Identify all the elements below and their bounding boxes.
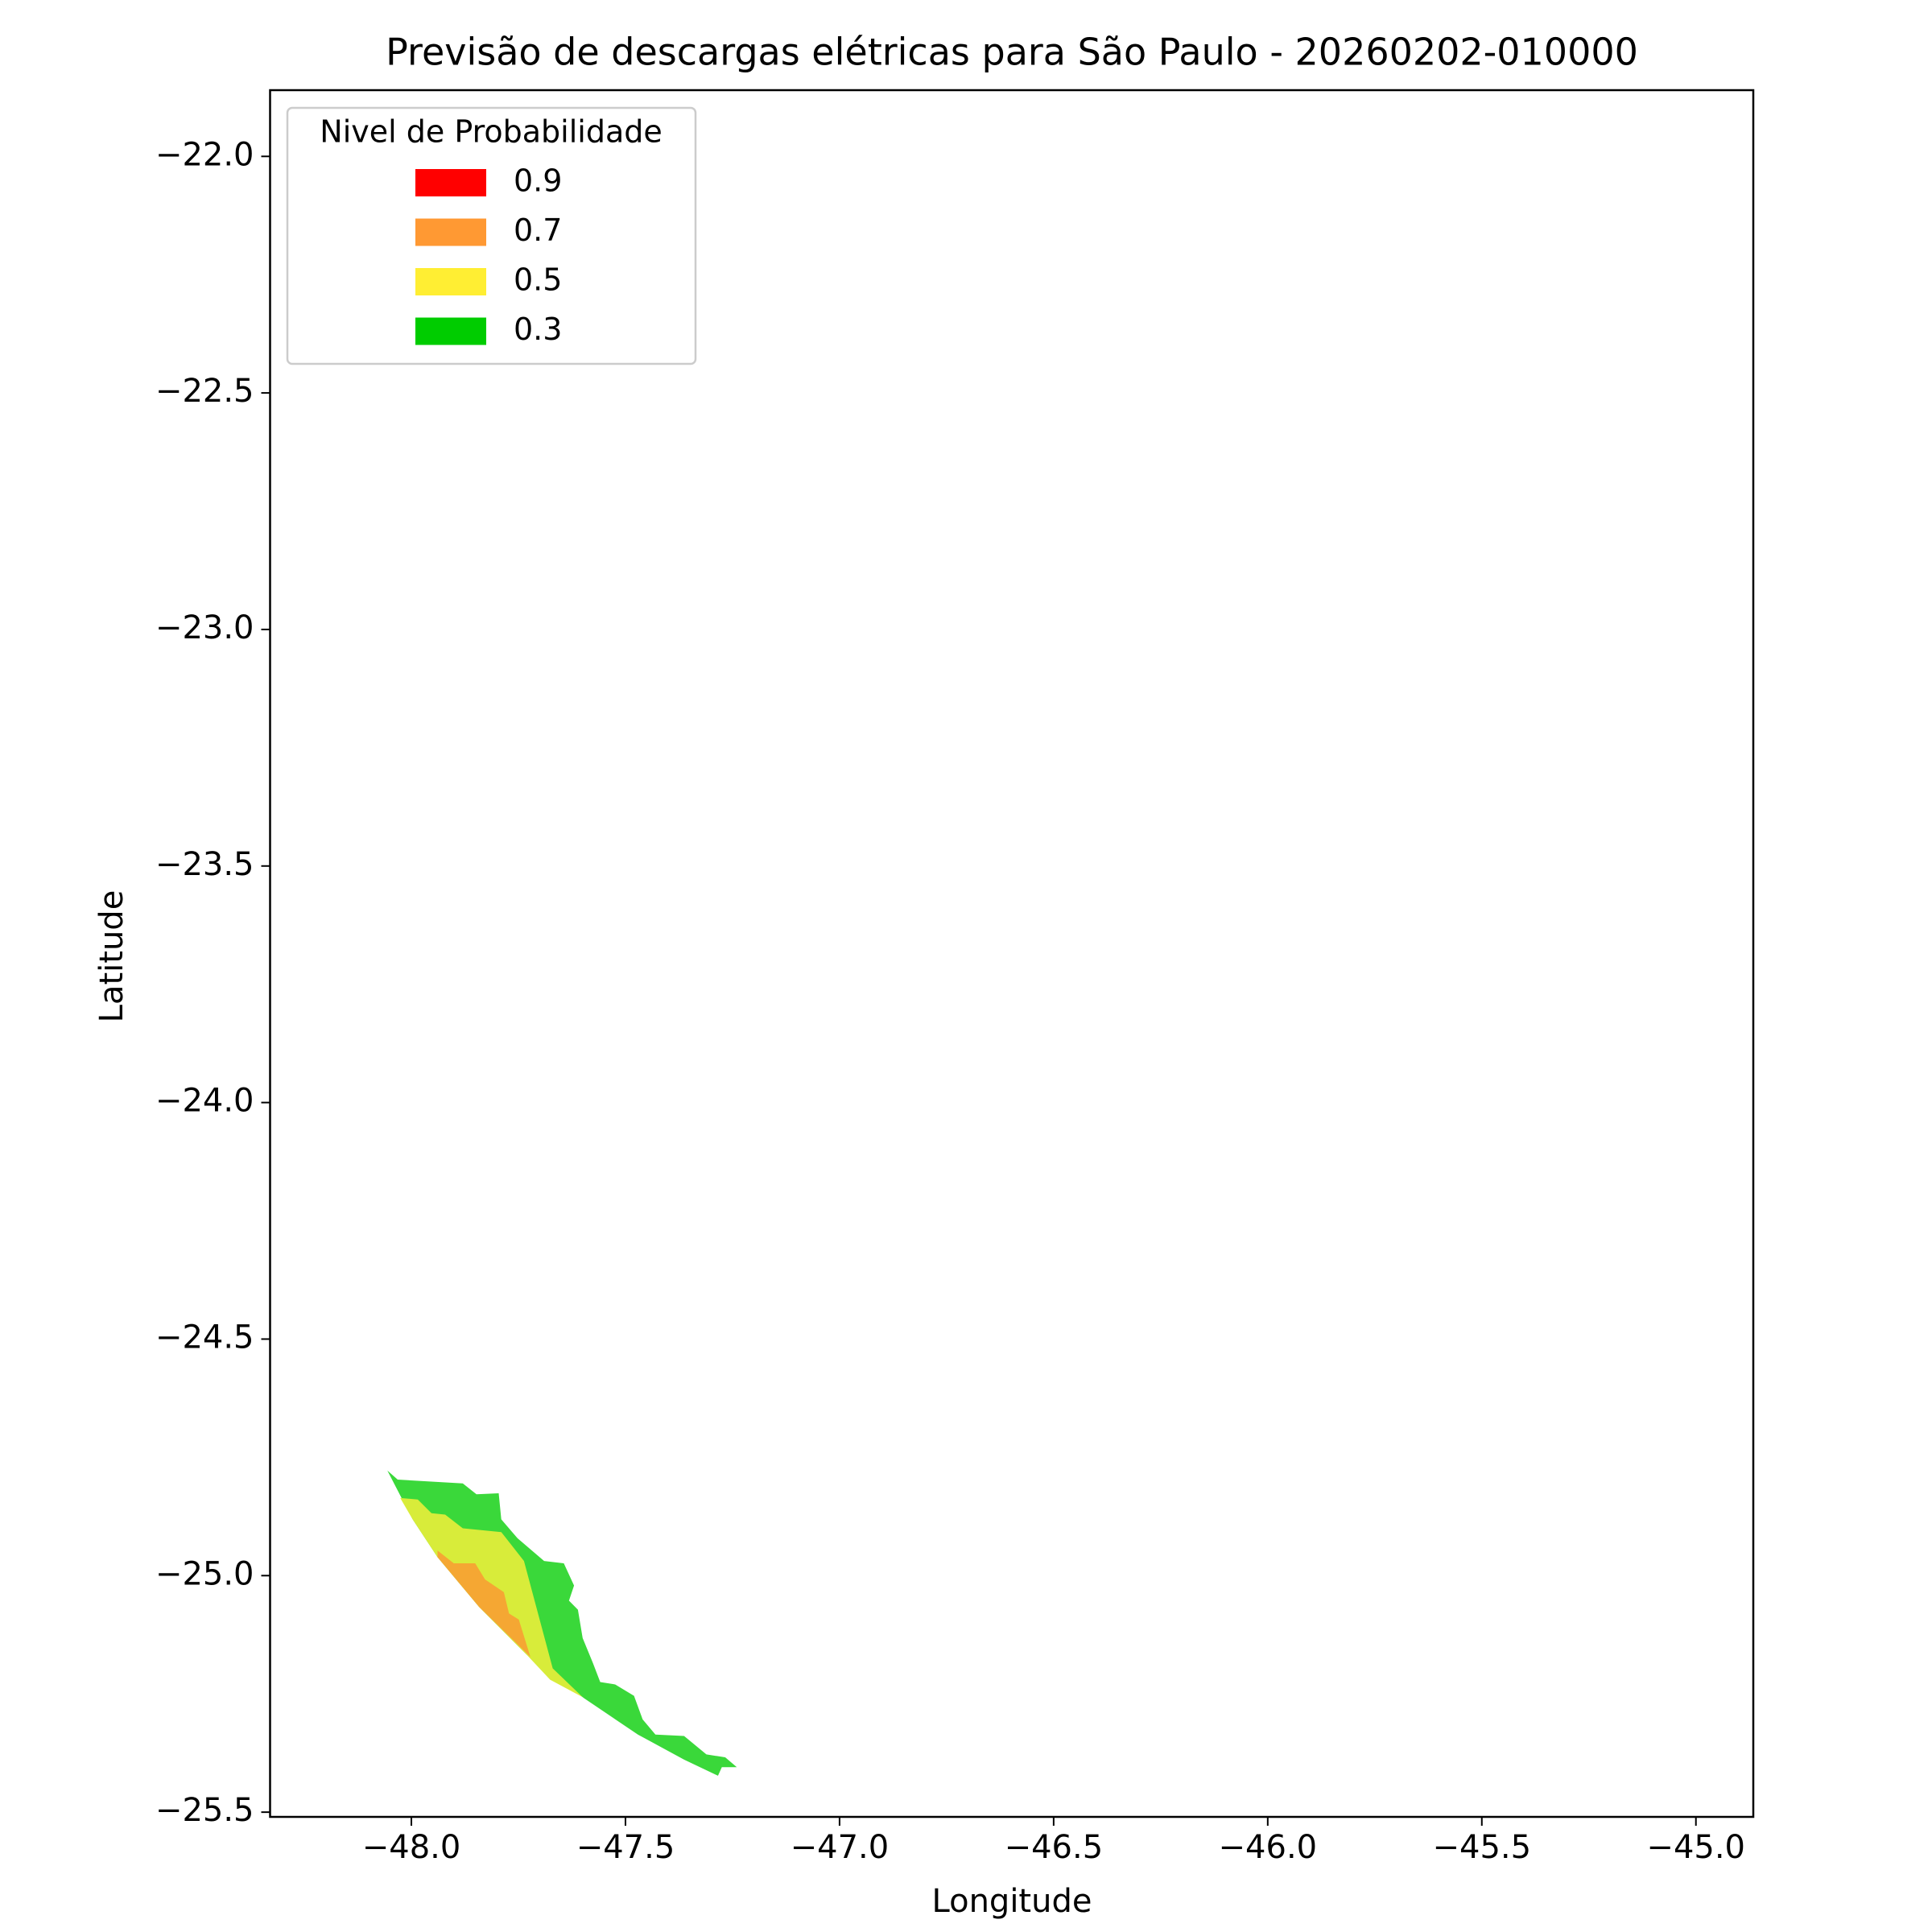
legend-label: 0.3 [514, 312, 562, 347]
y-tick-label: −24.5 [155, 1319, 254, 1356]
contour-region [437, 1550, 530, 1657]
x-tick-label: −45.0 [1646, 1829, 1745, 1866]
y-tick-label: −24.0 [155, 1083, 254, 1120]
x-tick-label: −47.5 [576, 1829, 675, 1866]
legend-box [286, 106, 697, 365]
legend-label: 0.7 [514, 213, 562, 248]
legend: Nivel de Probabilidade 0.9 0.7 0.5 0.3 [286, 106, 697, 365]
x-tick-label: −47.0 [791, 1829, 890, 1866]
y-tick-label: −23.0 [155, 609, 254, 646]
y-tick-label: −22.0 [155, 136, 254, 173]
legend-swatch [415, 169, 486, 196]
plot-frame [269, 89, 1755, 1818]
y-tick-label: −23.5 [155, 846, 254, 883]
x-tick-label: −48.0 [362, 1829, 461, 1866]
legend-swatch [415, 268, 486, 295]
legend-label: 0.9 [514, 163, 562, 199]
y-axis-label: Latitude [93, 890, 130, 1023]
chart-title: Previsão de descargas elétricas para São… [386, 31, 1638, 74]
x-tick-label: −45.5 [1432, 1829, 1531, 1866]
y-tick-label: −25.5 [155, 1792, 254, 1829]
legend-swatch [415, 218, 486, 246]
legend-label: 0.5 [514, 262, 562, 298]
x-tick-label: −46.0 [1219, 1829, 1318, 1866]
x-axis-label: Longitude [932, 1883, 1092, 1920]
x-tick-label: −46.5 [1005, 1829, 1104, 1866]
y-tick-label: −25.0 [155, 1555, 254, 1592]
y-tick-label: −22.5 [155, 373, 254, 410]
legend-title: Nivel de Probabilidade [320, 114, 662, 150]
legend-swatch [415, 317, 486, 345]
